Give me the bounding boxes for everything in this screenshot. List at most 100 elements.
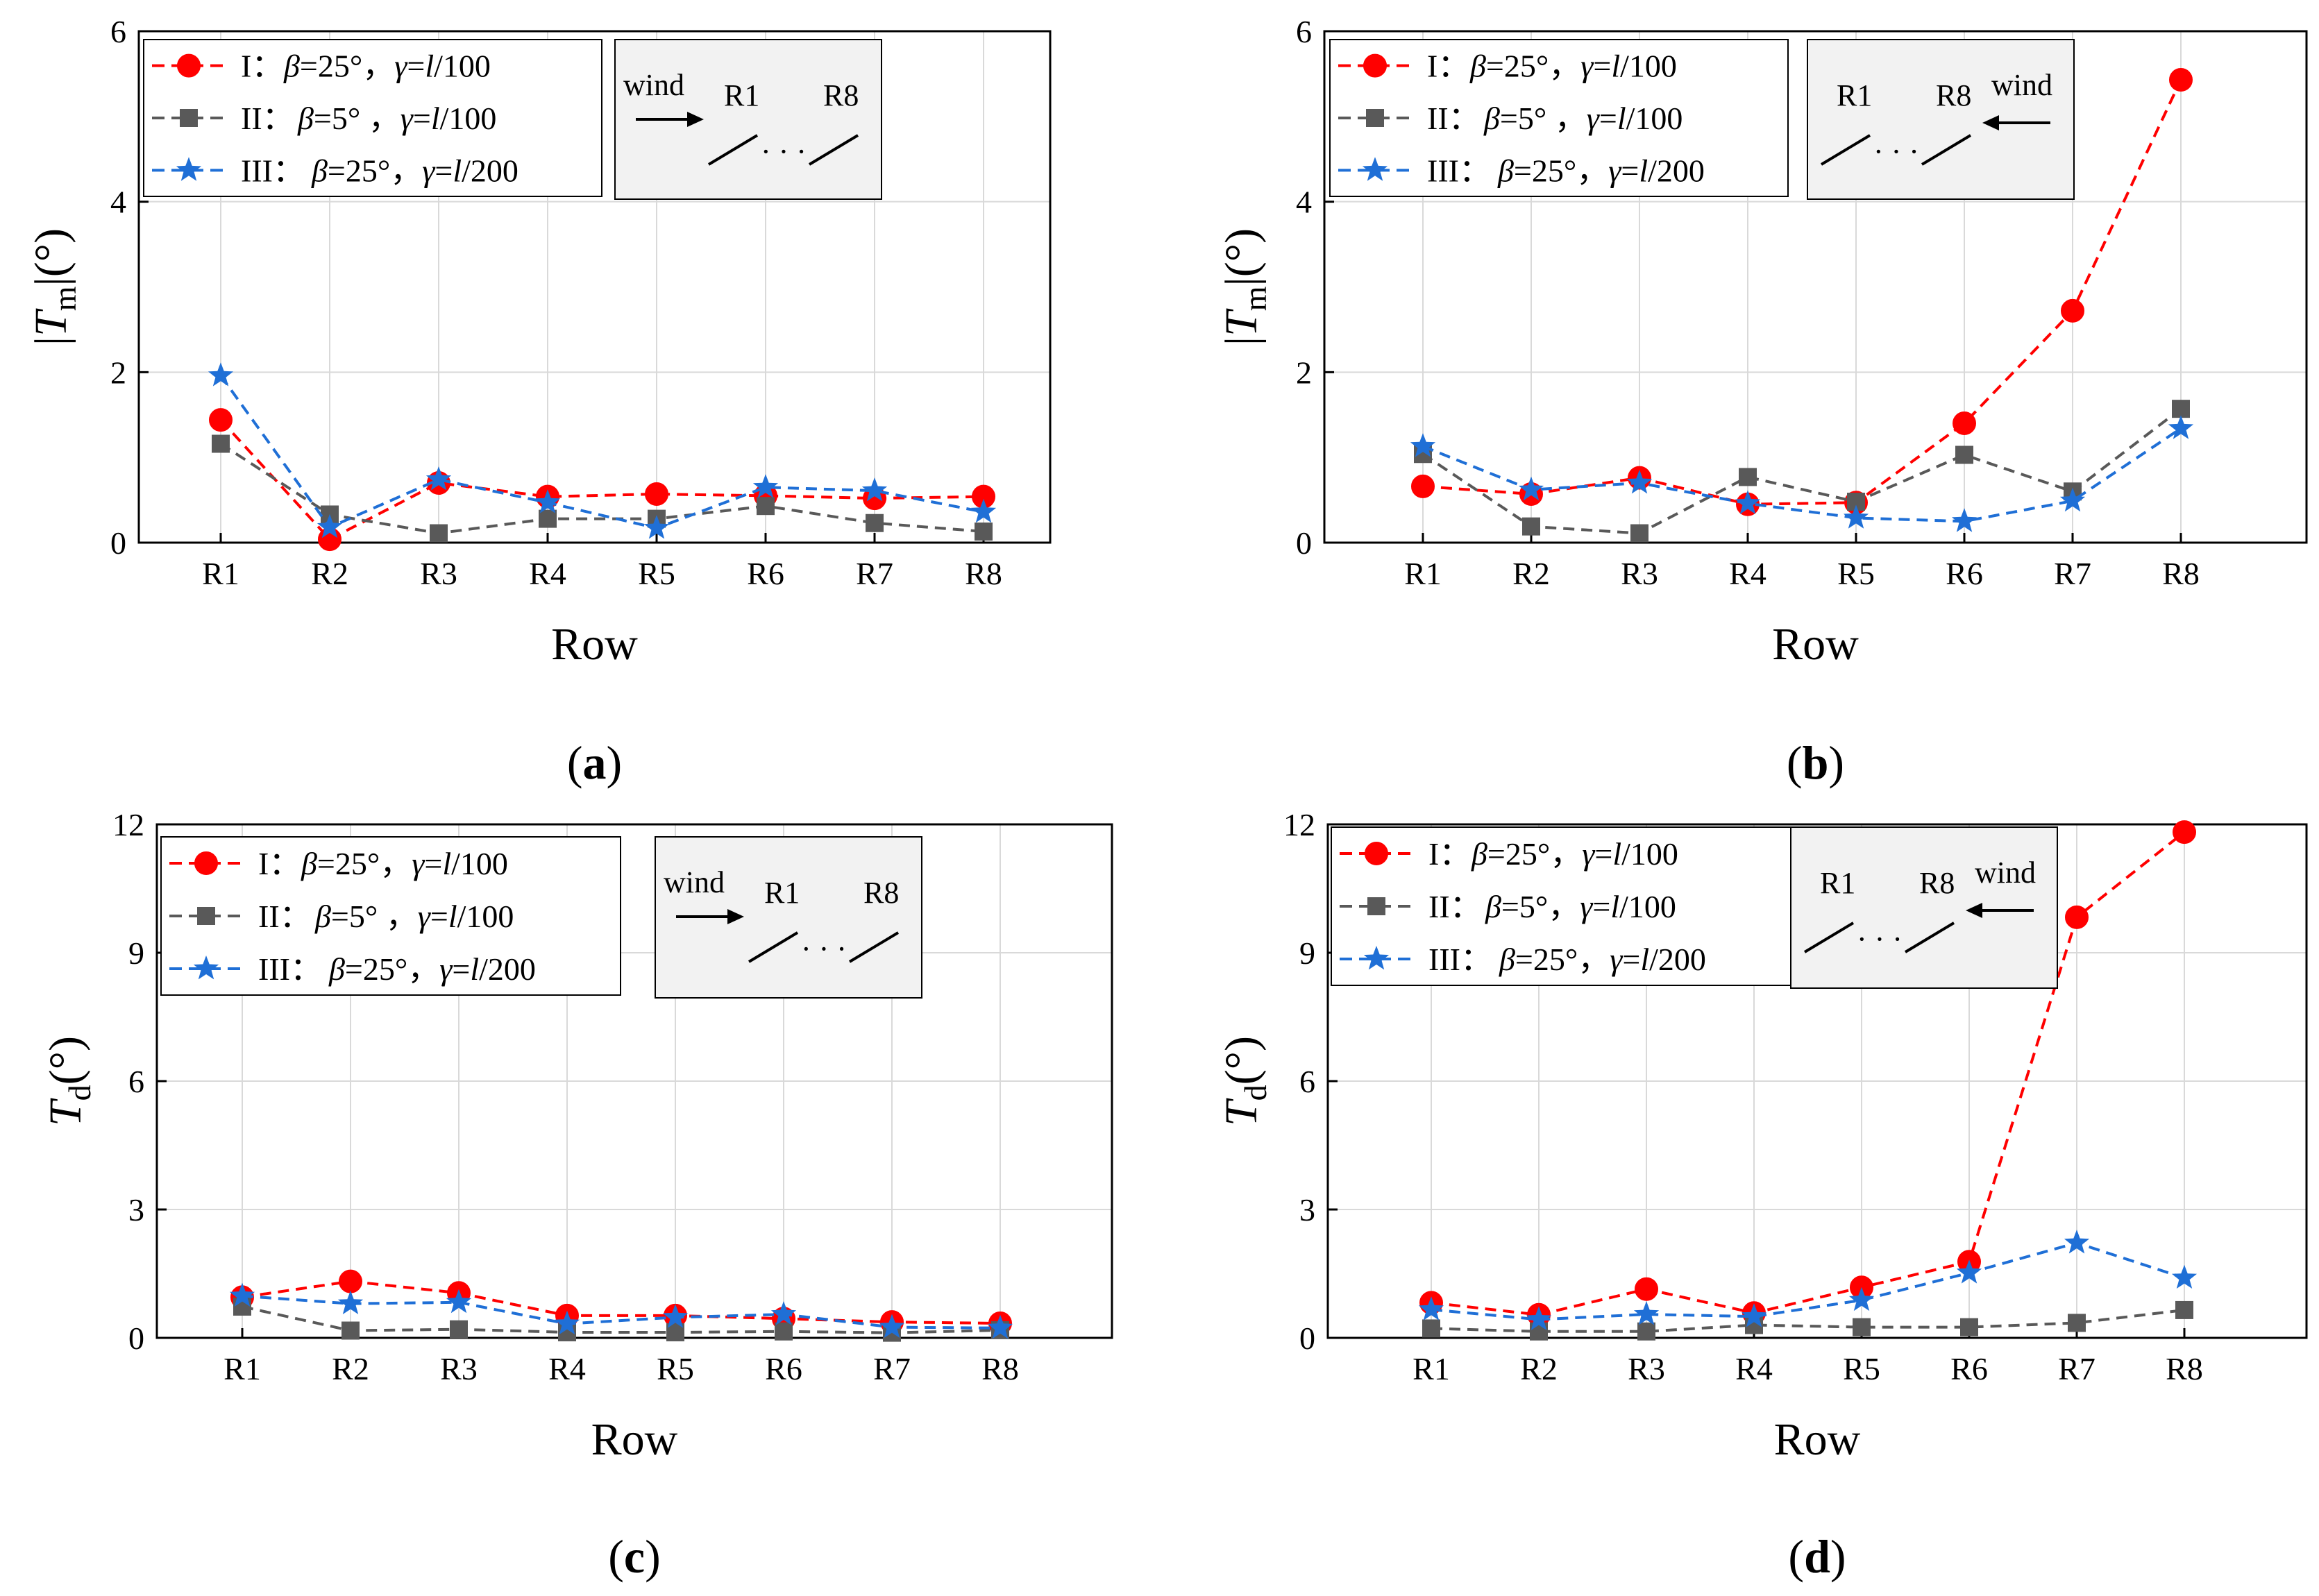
- panel-row-first: [748, 931, 799, 963]
- legend-text: =25°，: [1487, 836, 1582, 872]
- series-line: [1431, 1241, 2185, 1321]
- x-tick-label: R5: [1843, 1351, 1880, 1386]
- series-line: [219, 418, 984, 541]
- x-tick-label: R3: [1628, 1351, 1665, 1386]
- legend-text: /200: [1649, 942, 1706, 977]
- data-point: [1626, 470, 1653, 494]
- legend-item: II： β=5°，γ=l/100: [1340, 889, 1676, 924]
- panel-label-letter: c: [624, 1530, 645, 1583]
- data-point: [1853, 1318, 1871, 1336]
- data-point: [970, 498, 997, 523]
- legend-series-id: I：: [1428, 836, 1471, 872]
- data-point: [1410, 433, 1436, 457]
- x-tick-label: R1: [1404, 556, 1442, 591]
- legend-symbol: β: [1497, 153, 1514, 188]
- legend-text: =: [1594, 836, 1612, 872]
- y-axis-label: Td(°): [1216, 1036, 1273, 1126]
- legend-text: =25°，: [317, 846, 412, 881]
- x-tick-label: R4: [548, 1351, 586, 1386]
- legend-symbol: l: [1612, 836, 1621, 872]
- legend-symbol: γ: [1582, 836, 1596, 872]
- x-tick-label: R4: [1729, 556, 1766, 591]
- panel-label-last: R8: [1919, 866, 1955, 900]
- legend-text: =25°，: [345, 951, 439, 987]
- legend-symbol: l: [1617, 101, 1626, 136]
- y-axis-label-unit: (°): [40, 1036, 91, 1085]
- y-tick-label: 0: [1299, 1321, 1315, 1356]
- legend-symbol: l: [448, 899, 457, 934]
- y-axis-label-unit: (°): [1216, 1036, 1267, 1085]
- data-point: [208, 362, 234, 387]
- legend-marker-square: [197, 907, 215, 925]
- panel-row-first: [1803, 922, 1855, 953]
- panel-label-paren: ): [1830, 1530, 1846, 1583]
- legend-symbol: γ: [418, 899, 432, 934]
- legend-symbol: β: [1483, 101, 1500, 136]
- x-tick-label: R1: [224, 1351, 261, 1386]
- data-point: [645, 482, 668, 506]
- legend-text: =: [413, 101, 431, 136]
- legend-symbol: l: [470, 951, 479, 987]
- legend-symbol: l: [1611, 49, 1620, 84]
- legend-text: =: [407, 49, 425, 84]
- legend-text: =5°，: [1501, 889, 1580, 924]
- legend-symbol: β: [283, 49, 300, 84]
- legend-series-id: I：: [241, 49, 283, 84]
- panel-label-paren: (: [1788, 1530, 1804, 1583]
- data-point: [554, 1310, 580, 1334]
- y-axis-label-subscript: m: [47, 286, 83, 311]
- x-tick-label: R6: [765, 1351, 802, 1386]
- y-axis-label: |Tm|(°): [1216, 228, 1273, 346]
- legend-text: =5° ，: [314, 101, 400, 136]
- x-tick-label: R7: [873, 1351, 911, 1386]
- panel-label-letter: d: [1804, 1530, 1830, 1583]
- series-2: [1414, 400, 2190, 543]
- legend-text: =25°，: [1515, 942, 1610, 977]
- legend-series-params: β=5° ，γ=l/100: [1483, 101, 1683, 136]
- panel-label-letter: a: [583, 736, 607, 789]
- legend-text: /100: [1620, 49, 1677, 84]
- legend-item: II： β=5° ，γ=l/100: [1338, 101, 1683, 136]
- x-tick-label: R4: [1735, 1351, 1773, 1386]
- x-tick-label: R6: [1950, 1351, 1988, 1386]
- series-line: [219, 375, 984, 530]
- legend-text: /100: [457, 899, 514, 934]
- legend-item: I： β=25°，γ=l/100: [1338, 49, 1677, 84]
- series-line: [1422, 79, 2182, 506]
- legend-text: =: [1622, 942, 1640, 977]
- panel-label: (c): [608, 1530, 661, 1583]
- data-point: [450, 1320, 468, 1339]
- legend-text: =: [435, 153, 453, 188]
- series-3: [229, 1282, 1013, 1339]
- y-tick-label: 3: [128, 1192, 144, 1228]
- x-tick-label: R7: [2058, 1351, 2095, 1386]
- data-point: [2059, 487, 2086, 512]
- x-tick-label: R2: [1520, 1351, 1558, 1386]
- legend-symbol: β: [301, 846, 317, 881]
- panel-label-first: R1: [764, 876, 800, 910]
- data-point: [2061, 298, 2084, 323]
- legend-item: III： β=25°，γ=l/200: [1338, 153, 1705, 188]
- data-point: [1422, 1319, 1440, 1338]
- panel-dots: · · ·: [1873, 135, 1919, 169]
- y-tick-label: 0: [110, 525, 126, 561]
- panel-dots: · · ·: [801, 932, 847, 966]
- series-3: [208, 362, 997, 539]
- wind-diagram: wind · · ·R1 R8: [614, 39, 882, 200]
- y-axis-label-subscript: d: [62, 1085, 97, 1101]
- data-point: [2169, 68, 2193, 92]
- wind-arrow-head: [1966, 903, 1982, 918]
- data-point: [861, 477, 888, 502]
- x-tick-label: R6: [1946, 556, 1983, 591]
- legend-symbol: γ: [400, 101, 414, 136]
- plot-frame: [1323, 30, 2308, 544]
- data-point: [1956, 1259, 1982, 1284]
- x-axis-label: Row: [591, 1414, 678, 1465]
- wind-diagram-box: [1790, 826, 2058, 989]
- x-tick-label: R2: [332, 1351, 369, 1386]
- wind-diagram-box: [1807, 39, 2075, 200]
- panel-label-first: R1: [1820, 866, 1855, 900]
